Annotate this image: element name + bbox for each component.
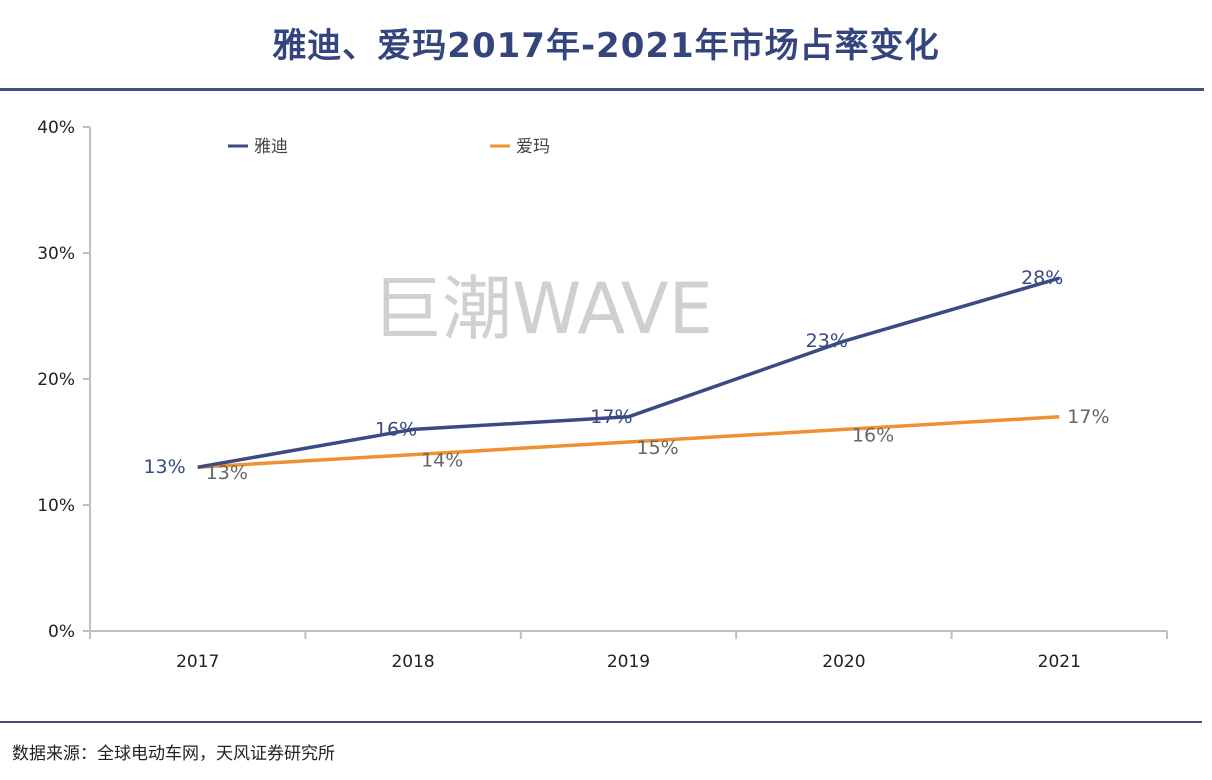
series-line-yadea xyxy=(197,276,1060,469)
x-tick-label: 2020 xyxy=(822,652,865,672)
data-label-yadea: 13% xyxy=(143,456,185,478)
legend: 雅迪 爱玛 xyxy=(228,137,550,157)
y-tick-label: 30% xyxy=(37,244,75,264)
data-label-yadea: 16% xyxy=(375,418,417,440)
data-label-aima: 13% xyxy=(206,462,248,484)
legend-label: 爱玛 xyxy=(516,137,550,157)
data-label-yadea: 17% xyxy=(590,406,632,428)
data-label-aima: 15% xyxy=(637,437,679,459)
legend-label: 雅迪 xyxy=(254,137,288,157)
watermark: 巨潮WAVE xyxy=(372,268,713,350)
data-label-aima: 17% xyxy=(1067,406,1109,428)
legend-item-aima: 爱玛 xyxy=(490,137,550,157)
y-tick-label: 0% xyxy=(48,622,75,642)
x-tick-label: 2018 xyxy=(391,652,434,672)
line-chart: 巨潮WAVE 0% 10% 20% 30% 40% 2017 2018 2019 2020 202… xyxy=(37,118,1168,672)
x-tick-label: 2019 xyxy=(607,652,650,672)
data-label-aima: 14% xyxy=(421,450,463,472)
footer-divider xyxy=(0,721,1202,723)
series-line-aima xyxy=(197,415,1060,469)
chart-title: 雅迪、爱玛2017年-2021年市场占率变化 xyxy=(272,26,940,66)
data-labels: 13% 16% 17% 23% 28% 13% 14% 15% 16% 17% xyxy=(143,267,1109,484)
legend-item-yadea: 雅迪 xyxy=(228,137,288,157)
data-label-aima: 16% xyxy=(852,424,894,446)
y-tick-label: 20% xyxy=(37,370,75,390)
data-label-yadea: 23% xyxy=(806,330,848,352)
x-tick-label: 2021 xyxy=(1038,652,1081,672)
x-tick-label: 2017 xyxy=(176,652,219,672)
series-group xyxy=(197,276,1060,469)
axes: 0% 10% 20% 30% 40% 2017 2018 2019 2020 2021 xyxy=(37,118,1168,672)
y-tick-label: 10% xyxy=(37,496,75,516)
data-label-yadea: 28% xyxy=(1021,267,1063,289)
y-tick-label: 40% xyxy=(37,118,75,138)
header-divider xyxy=(0,88,1204,91)
source-note: 数据来源：全球电动车网，天风证券研究所 xyxy=(12,744,335,764)
